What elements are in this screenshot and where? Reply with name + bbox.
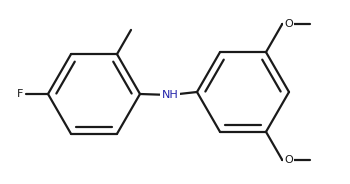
Text: NH: NH: [162, 90, 178, 100]
Text: O: O: [284, 20, 293, 29]
Text: F: F: [17, 89, 23, 99]
Text: O: O: [284, 155, 293, 164]
